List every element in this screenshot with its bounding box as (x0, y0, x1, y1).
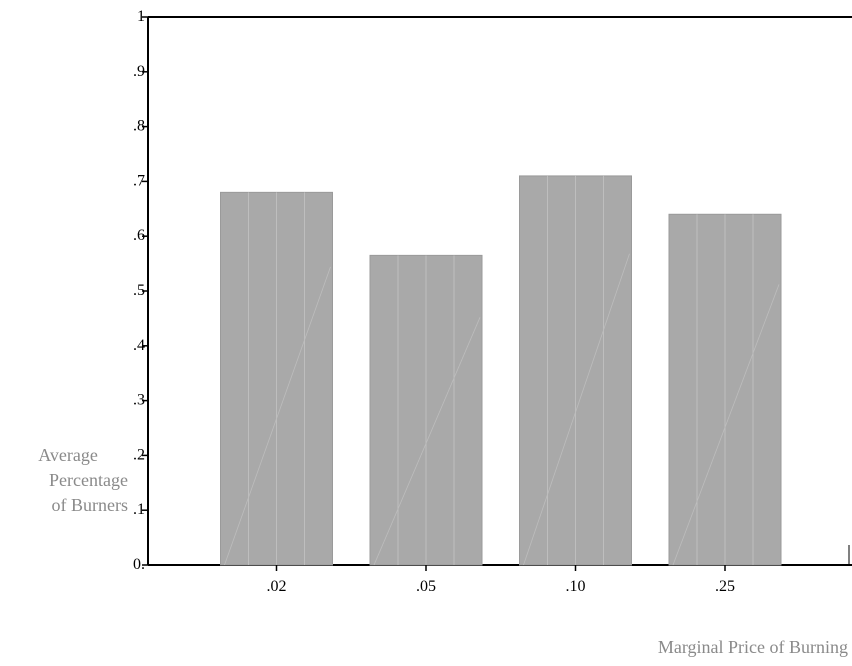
y-tick-label: .8 (133, 118, 145, 135)
y-tick-label: .5 (133, 282, 145, 299)
y-axis-label: Average Percentage of Burners (38, 445, 128, 515)
bar (369, 254, 483, 566)
bar-texture-diagonal (672, 284, 780, 566)
bar (220, 191, 333, 566)
bars-group (220, 175, 782, 566)
bar-texture-diagonal (224, 266, 331, 566)
bar-texture-diagonal (523, 253, 630, 566)
y-tick-label: .9 (133, 63, 145, 80)
x-axis-ticks: .02 .05 .10 .25 (267, 565, 735, 595)
y-axis-label-line: Percentage (49, 470, 128, 490)
x-axis-label: Marginal Price of Burning (658, 637, 848, 657)
y-tick-label: .2 (133, 446, 145, 463)
y-axis-label-line: of Burners (52, 495, 128, 515)
y-tick-label: 0. (133, 556, 145, 573)
bar-texture-diagonal (373, 317, 481, 566)
y-axis-label-line: Average (38, 445, 98, 465)
y-tick-label: .3 (133, 392, 145, 409)
y-tick-label: .6 (133, 227, 145, 244)
y-tick-label: .7 (133, 172, 145, 189)
y-axis-ticks: 0. .1 .2 .3 .4 .5 .6 .7 .8 .9 1 (133, 8, 148, 573)
y-tick-label: .4 (133, 337, 145, 354)
bar (668, 213, 782, 566)
x-tick-label: .10 (566, 578, 586, 595)
y-tick-label: 1 (137, 8, 145, 25)
x-tick-label: .25 (715, 578, 735, 595)
y-tick-label: .1 (133, 501, 145, 518)
x-tick-label: .05 (416, 578, 436, 595)
bar (519, 175, 632, 566)
x-tick-label: .02 (267, 578, 287, 595)
